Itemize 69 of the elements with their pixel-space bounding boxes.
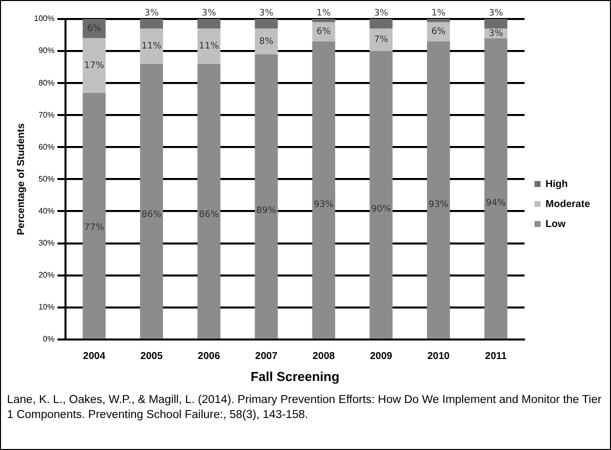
data-label: 89%	[256, 206, 277, 216]
bar	[197, 19, 220, 29]
text: Lane, K. L., Oakes, W.P., & Magill, L. (2014). Primary Prevention Efforts: How Do We Implement and Monitor the Tier 1 Components. Preventing School Failure:, 58(3), 143-158.	[7, 393, 602, 423]
data-label: 77%	[84, 223, 105, 234]
y-tick-label: 70%	[38, 110, 54, 120]
y-tick-label: 90%	[38, 46, 54, 56]
bar	[312, 41, 336, 338]
bar	[140, 64, 164, 338]
x-tick-label: 2007	[255, 351, 278, 362]
y-tick-label: 60%	[38, 142, 54, 152]
data-label: 17%	[84, 60, 105, 71]
x-tick-label: 2011	[485, 351, 508, 362]
bar	[370, 51, 393, 338]
data-label: 3%	[488, 28, 504, 39]
x-tick-label: 2008	[312, 351, 336, 362]
bar	[312, 19, 336, 22]
bar	[254, 54, 278, 338]
bar	[484, 38, 508, 338]
y-tick-label: 20%	[38, 270, 54, 280]
legend-label: High	[546, 178, 568, 190]
data-label: 11%	[142, 42, 162, 52]
bar	[370, 28, 393, 52]
data-label: 90%	[371, 204, 392, 214]
x-tick-label: 2005	[140, 351, 164, 362]
x-axis-title: Fall Screening	[250, 368, 340, 384]
y-tick-label: 0%	[42, 334, 54, 344]
y-tick-label: 10%	[38, 302, 54, 312]
y-tick-label: 50%	[38, 174, 54, 184]
bar	[426, 19, 450, 22]
y-tick-label: 40%	[38, 206, 54, 216]
bar	[82, 92, 106, 338]
legend-label: Low	[546, 218, 566, 230]
x-tick-label: 2009	[370, 351, 393, 362]
data-label: 93%	[314, 200, 334, 210]
data-label: 94%	[486, 198, 506, 209]
y-tick-label: 30%	[38, 238, 54, 248]
x-tick-label: 2006	[198, 351, 220, 362]
data-label: 11%	[198, 42, 220, 52]
data-label: 3%	[488, 8, 504, 18]
data-label: 7%	[374, 35, 389, 46]
data-label: 86%	[142, 210, 162, 220]
data-label: 3%	[259, 8, 274, 18]
x-tick-label: 2004	[83, 351, 106, 362]
data-label: 86%	[198, 210, 220, 220]
bar	[254, 19, 278, 29]
y-tick-label: 100%	[34, 14, 54, 24]
data-label: 6%	[316, 27, 332, 38]
bar	[484, 19, 508, 29]
data-label: 3%	[144, 8, 160, 18]
bar	[370, 19, 393, 29]
bar	[140, 19, 164, 29]
bar	[254, 28, 278, 54]
data-label: 1%	[431, 8, 446, 18]
data-label: 6%	[87, 24, 102, 34]
bar	[426, 41, 450, 338]
y-axis-title: Percentage of Students	[16, 122, 27, 236]
bar	[197, 64, 220, 338]
bar	[197, 28, 220, 64]
data-label: 3%	[202, 8, 217, 18]
data-label: 6%	[431, 27, 446, 38]
y-tick-label: 80%	[38, 78, 54, 88]
bar	[82, 38, 106, 93]
data-label: 8%	[259, 36, 274, 47]
x-tick-label: 2010	[427, 351, 450, 362]
data-label: 1%	[316, 8, 332, 18]
legend-label: Moderate	[546, 198, 590, 210]
data-label: 93%	[428, 200, 449, 210]
data-label: 3%	[374, 8, 389, 18]
bar	[140, 28, 164, 64]
